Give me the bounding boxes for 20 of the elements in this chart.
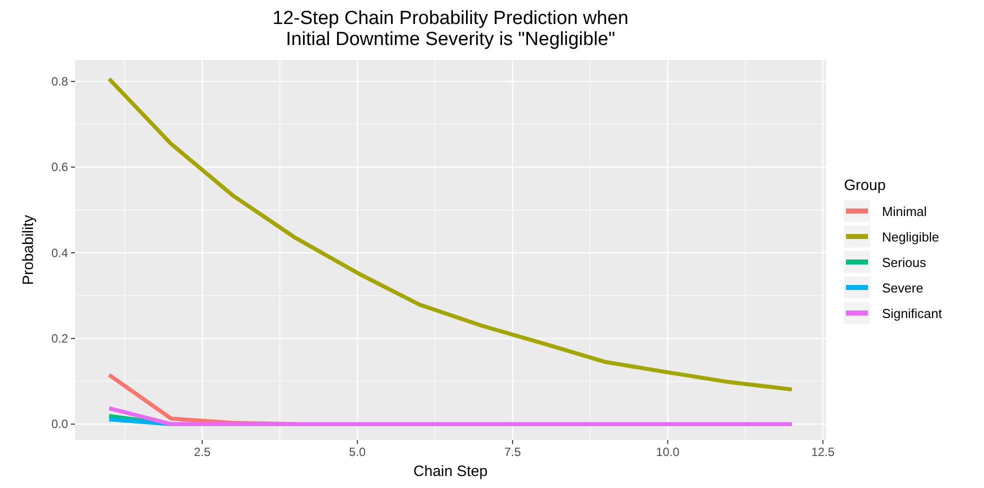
legend-label: Significant [882, 306, 942, 321]
x-tick-label: 10.0 [656, 445, 680, 459]
x-tick-label: 7.5 [504, 445, 522, 459]
y-tick-label: 0.8 [51, 74, 68, 88]
legend-label: Severe [882, 280, 924, 296]
x-tick-label: 5.0 [349, 445, 366, 459]
legend-label: Serious [882, 255, 927, 270]
legend-label: Minimal [882, 204, 927, 219]
chart-title: 12-Step Chain Probability Prediction when Initial Downtime Severity is "Negligible" [272, 8, 628, 50]
y-tick-label: 0.0 [51, 417, 68, 432]
y-axis-title: Probability [20, 214, 37, 286]
y-tick-label: 0.2 [51, 331, 68, 346]
x-tick-label: 2.5 [194, 445, 211, 459]
x-tick-label: 12.5 [811, 445, 835, 459]
x-axis-title: Chain Step [413, 463, 488, 480]
legend-label: Negligible [882, 230, 940, 244]
y-tick-label: 0.4 [51, 246, 68, 260]
legend-title: Group [844, 177, 886, 194]
y-tick-label: 0.6 [51, 160, 68, 174]
line-series [107, 76, 794, 392]
